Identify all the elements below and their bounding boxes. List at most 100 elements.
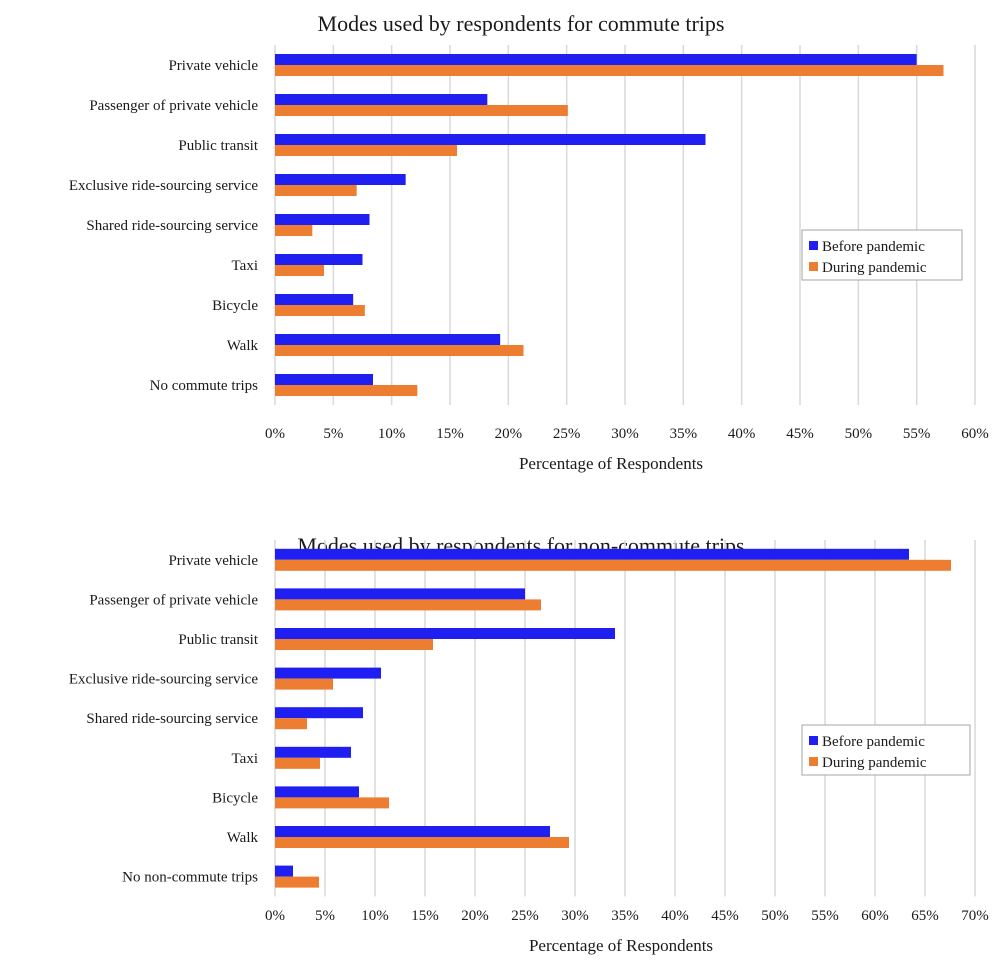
x-tick-label: 65% xyxy=(911,908,939,924)
legend-entry: Before pandemic xyxy=(822,239,925,255)
category-labels: Private vehicle Passenger of private vehi… xyxy=(69,553,259,886)
legend-entry: Before pandemic xyxy=(822,734,925,750)
bar-during-pandemic xyxy=(275,837,569,848)
x-tick-label: 45% xyxy=(786,426,814,442)
x-tick-label: 35% xyxy=(670,426,698,442)
legend-entry: During pandemic xyxy=(822,260,927,276)
x-tick-label: 25% xyxy=(511,908,539,924)
x-tick-label: 60% xyxy=(961,426,989,442)
category-label: Public transit xyxy=(178,138,258,154)
bar-before-pandemic xyxy=(275,588,525,600)
bar-before-pandemic xyxy=(275,54,917,65)
x-tick-label: 70% xyxy=(961,908,989,924)
bar-before-pandemic xyxy=(275,628,615,639)
x-tick-label: 0% xyxy=(265,908,285,924)
x-axis-ticks: 0% 5% 10% 15% 20% 25% 30% 35% 40% 45% 50% 55% 60% xyxy=(265,426,989,442)
x-tick-label: 50% xyxy=(761,908,789,924)
bar-during-pandemic xyxy=(275,225,313,236)
category-label: Passenger of private vehicle xyxy=(89,592,258,608)
legend-entry: During pandemic xyxy=(822,755,927,771)
category-label: Walk xyxy=(227,338,259,354)
bar-before-pandemic xyxy=(275,214,370,225)
category-label: Private vehicle xyxy=(168,58,258,74)
legend-box xyxy=(801,229,963,281)
category-labels: Private vehicle Passenger of private vehi… xyxy=(69,58,259,394)
bar-during-pandemic xyxy=(275,305,365,316)
bar-during-pandemic xyxy=(275,145,457,156)
x-axis-label: Percentage of Respondents xyxy=(519,454,703,473)
bar-before-pandemic xyxy=(275,707,363,719)
bar-before-pandemic xyxy=(275,94,488,105)
bar-before-pandemic xyxy=(275,134,706,145)
legend-swatch xyxy=(809,757,818,766)
bar-during-pandemic xyxy=(275,65,944,76)
x-tick-label: 45% xyxy=(711,908,739,924)
bars xyxy=(275,54,944,396)
chart-title: Modes used by respondents for commute tr… xyxy=(318,11,725,36)
category-label: Exclusive ride-sourcing service xyxy=(69,672,258,688)
x-tick-label: 15% xyxy=(436,426,464,442)
bar-during-pandemic xyxy=(275,797,389,809)
category-label: Taxi xyxy=(232,751,258,767)
non-commute-chart: Modes used by respondents for non-commut… xyxy=(69,533,989,955)
bar-before-pandemic xyxy=(275,548,909,560)
legend-swatch xyxy=(809,262,818,271)
x-axis-ticks: 0% 5% 10% 15% 20% 25% 30% 35% 40% 45% 50% 55% 60% 65%… xyxy=(265,908,989,924)
bar-during-pandemic xyxy=(275,105,568,116)
category-label: Bicycle xyxy=(212,790,258,806)
x-tick-label: 5% xyxy=(315,908,335,924)
category-label: Exclusive ride-sourcing service xyxy=(69,178,258,194)
bar-before-pandemic xyxy=(275,865,293,877)
bar-during-pandemic xyxy=(275,185,357,196)
x-tick-label: 55% xyxy=(903,426,931,442)
bar-during-pandemic xyxy=(275,385,418,396)
legend: Before pandemic During pandemic xyxy=(801,229,963,281)
x-tick-label: 50% xyxy=(845,426,873,442)
category-label: No non-commute trips xyxy=(122,870,258,886)
legend-swatch xyxy=(809,736,818,745)
bar-before-pandemic xyxy=(275,746,351,758)
x-tick-label: 20% xyxy=(495,426,523,442)
bar-before-pandemic xyxy=(275,174,406,185)
legend-swatch xyxy=(809,241,818,250)
bar-before-pandemic xyxy=(275,374,373,385)
x-tick-label: 5% xyxy=(323,426,343,442)
bar-before-pandemic xyxy=(275,667,381,679)
legend: Before pandemic During pandemic xyxy=(801,724,971,776)
x-tick-label: 10% xyxy=(378,426,406,442)
bar-before-pandemic xyxy=(275,294,354,305)
x-tick-label: 25% xyxy=(553,426,581,442)
commute-chart: Modes used by respondents for commute tr… xyxy=(69,11,989,473)
bar-during-pandemic xyxy=(275,345,524,356)
category-label: Taxi xyxy=(232,258,258,274)
x-tick-label: 40% xyxy=(728,426,756,442)
x-tick-label: 30% xyxy=(561,908,589,924)
x-tick-label: 10% xyxy=(361,908,389,924)
x-tick-label: 15% xyxy=(411,908,439,924)
bar-during-pandemic xyxy=(275,559,951,571)
category-label: No commute trips xyxy=(150,378,258,394)
bar-during-pandemic xyxy=(275,265,324,276)
bar-during-pandemic xyxy=(275,599,541,611)
category-label: Shared ride-sourcing service xyxy=(86,218,258,234)
bars xyxy=(275,548,951,888)
x-tick-label: 30% xyxy=(611,426,639,442)
x-tick-label: 40% xyxy=(661,908,689,924)
category-label: Walk xyxy=(227,830,259,846)
bar-during-pandemic xyxy=(275,757,320,769)
legend-box xyxy=(801,724,971,776)
category-label: Shared ride-sourcing service xyxy=(86,711,258,727)
category-label: Passenger of private vehicle xyxy=(89,98,258,114)
x-tick-label: 60% xyxy=(861,908,889,924)
x-tick-label: 0% xyxy=(265,426,285,442)
category-label: Public transit xyxy=(178,632,258,648)
x-tick-label: 35% xyxy=(611,908,639,924)
bar-during-pandemic xyxy=(275,718,307,730)
bar-during-pandemic xyxy=(275,639,433,650)
x-axis-label: Percentage of Respondents xyxy=(529,936,713,955)
bar-during-pandemic xyxy=(275,678,333,690)
x-tick-label: 55% xyxy=(811,908,839,924)
bar-before-pandemic xyxy=(275,786,359,798)
x-tick-label: 20% xyxy=(461,908,489,924)
